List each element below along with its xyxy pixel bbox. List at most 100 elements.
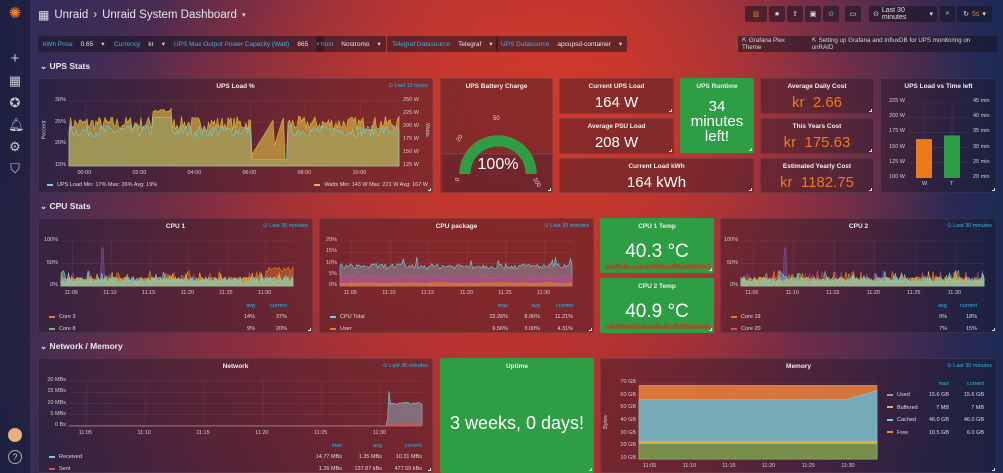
- legend-series[interactable]: Sent: [49, 466, 70, 472]
- resize-handle[interactable]: [749, 188, 752, 191]
- page-title[interactable]: Unraid System Dashboard: [102, 9, 237, 21]
- resize-handle[interactable]: [589, 328, 592, 331]
- resize-handle[interactable]: [669, 109, 672, 112]
- panel-cpu1-temp[interactable]: CPU 1 Temp 40.3 °C: [600, 218, 714, 273]
- panel-cpu1[interactable]: CPU 1 ⊙ Last 30 minutes 100% 50% 0% 11:05 11…: [38, 218, 313, 333]
- plot-area[interactable]: 20% 15% 10% 5% 0% 11:05 11:10 11:15 11:20 11:25 11…: [326, 237, 573, 296]
- legend-watts[interactable]: Watts Min: 143 W Max: 221 W Avg: 167 W: [314, 182, 428, 188]
- share-button[interactable]: ⇪: [787, 6, 803, 22]
- avatar[interactable]: [8, 428, 22, 442]
- resize-handle[interactable]: [428, 188, 431, 191]
- variable-value[interactable]: 0.65: [80, 40, 94, 48]
- legend-series[interactable]: Core 20: [731, 326, 761, 332]
- variable-host[interactable]: host Nostromo ▾: [316, 36, 386, 52]
- refresh-picker[interactable]: ↻ 5s ▾: [957, 6, 992, 22]
- legend-series[interactable]: Received: [49, 454, 82, 460]
- resize-handle[interactable]: [749, 148, 752, 151]
- plot-area[interactable]: 100% 50% 0% 11:05 11:10 11:15 11:20 11:25 11:30: [44, 237, 294, 296]
- add-panel-button[interactable]: ▥: [745, 6, 767, 22]
- legend-series[interactable]: Free: [887, 430, 908, 436]
- grafana-logo-icon[interactable]: ✺: [8, 5, 22, 22]
- bar-T[interactable]: [944, 135, 960, 178]
- dashboards-icon[interactable]: ▦: [8, 73, 22, 88]
- panel-current-load-kwh[interactable]: Current Load kWh 164 kWh: [559, 158, 754, 193]
- resize-handle[interactable]: [992, 328, 995, 331]
- variable-value[interactable]: Nostromo: [341, 40, 370, 48]
- panel-current-ups-load[interactable]: Current UPS Load 164 W: [559, 78, 674, 114]
- panel-cpu-package[interactable]: CPU package ⊙ Last 30 minutes 20% 15% 10% 5…: [319, 218, 594, 333]
- legend-series[interactable]: Core 8: [49, 326, 76, 332]
- resize-handle[interactable]: [589, 468, 592, 471]
- panel-ups-runtime[interactable]: UPS Runtime 34 minutes left!: [680, 78, 754, 153]
- legend-series[interactable]: CPU Total: [330, 314, 365, 320]
- resize-handle[interactable]: [869, 149, 872, 152]
- variable-kwh-price[interactable]: kWh Price 0.65 ▾: [38, 36, 110, 52]
- breadcrumb-separator: ›: [93, 9, 98, 21]
- bell-icon[interactable]: 🔔︎: [8, 117, 25, 132]
- legend-series[interactable]: Cached: [887, 417, 916, 423]
- breadcrumb-parent[interactable]: Unraid: [54, 9, 89, 21]
- resize-handle[interactable]: [992, 468, 995, 471]
- resize-handle[interactable]: [669, 149, 672, 152]
- panel-memory[interactable]: Memory ⊙ Last 30 minutes Bytes 70 GB 60 G…: [600, 358, 997, 473]
- panel-battery-charge[interactable]: UPS Battery Charge 0 20 50 100 100%: [440, 78, 553, 193]
- shield-icon[interactable]: ⛉: [10, 161, 20, 176]
- variable-value[interactable]: Telegraf: [458, 40, 482, 48]
- plot-area[interactable]: 100% 50% 0% 11:05 11:10 11:15 11:20 11:25 11:30: [724, 237, 985, 296]
- resize-handle[interactable]: [709, 268, 712, 271]
- panel-cpu2[interactable]: CPU 2 ⊙ Last 30 minutes 100% 50% 0% 11:05 11…: [720, 218, 997, 333]
- variable-value[interactable]: 865: [297, 40, 309, 48]
- plot-area[interactable]: 70 GB 60 GB 50 GB 40 GB 30 GB 20 GB 10 GB 11:05…: [620, 379, 878, 469]
- row-network-memory[interactable]: ⌄ Network / Memory: [40, 341, 123, 351]
- resize-handle[interactable]: [869, 188, 872, 191]
- settings-button[interactable]: ⚙: [823, 6, 839, 22]
- legend-series[interactable]: User: [330, 326, 352, 332]
- variable-value[interactable]: apcupsd-container: [557, 40, 611, 48]
- star-button[interactable]: ★: [769, 6, 785, 22]
- plot-area[interactable]: 30% 25% 20% 15% 250 W 225 W 200 W 175 W 150 W 125…: [55, 97, 419, 176]
- bar-plot-area[interactable]: 225 W 45 min 200 W 40 min 175 W 35 min 150 W 30…: [889, 98, 989, 187]
- variable-value[interactable]: kr: [148, 40, 154, 48]
- row-ups-stats[interactable]: ⌄ UPS Stats: [40, 61, 91, 71]
- panel-this-years-cost[interactable]: This Years Cost kr 175.63: [760, 118, 874, 154]
- resize-handle[interactable]: [869, 109, 872, 112]
- legend-value: 8.96%: [524, 314, 540, 320]
- resize-handle[interactable]: [308, 328, 311, 331]
- resize-handle[interactable]: [548, 188, 551, 191]
- panel-ups-load-vs-time[interactable]: UPS Load vs Time left 225 W 45 min 200 W 40…: [880, 78, 997, 193]
- panel-cpu2-temp[interactable]: CPU 2 Temp 40.9 °C: [600, 278, 714, 333]
- time-picker[interactable]: ⊙ Last 30 minutes ▾: [869, 6, 937, 22]
- explore-compass-icon[interactable]: ✪: [9, 95, 21, 110]
- variable-ups-max-output[interactable]: UPS Max Output Power Capacity (Watt)865▾: [169, 36, 325, 52]
- zoom-out-button[interactable]: ⌕: [940, 6, 955, 22]
- resize-handle[interactable]: [428, 468, 431, 471]
- gear-icon[interactable]: ⚙: [9, 139, 21, 154]
- help-icon[interactable]: ?: [8, 450, 22, 464]
- panel-network[interactable]: Network ⊙ Last 30 minutes 20 MBs 15 MBs 10…: [38, 358, 433, 473]
- bar-W[interactable]: [916, 139, 932, 178]
- variable-ups-datasource[interactable]: UPS Datasource apcupsd-container ▾: [496, 36, 628, 52]
- legend-series[interactable]: Buffered: [887, 405, 918, 411]
- panel-estimated-yearly-cost[interactable]: Estimated Yearly Cost kr 1182.75: [760, 158, 874, 193]
- panel-ups-load[interactable]: UPS Load % ⊙ Last 12 hours Percent Watts…: [38, 78, 433, 193]
- panel-uptime[interactable]: Uptime 3 weeks, 0 days!: [440, 358, 594, 473]
- row-cpu-stats[interactable]: ⌄ CPU Stats: [40, 201, 91, 211]
- panel-average-daily-cost[interactable]: Average Daily Cost kr 2.66: [760, 78, 874, 114]
- tv-mode-button[interactable]: ▭: [845, 6, 861, 22]
- variable-currency[interactable]: Currency kr ▾: [109, 36, 171, 52]
- link-plex-theme[interactable]: ⇱ Grafana Plex Theme: [742, 37, 786, 51]
- legend-series[interactable]: Core 3: [49, 314, 76, 320]
- plus-icon[interactable]: +: [10, 50, 20, 67]
- legend-ups-load[interactable]: UPS Load Min: 17% Max: 26% Avg: 19%: [47, 182, 157, 188]
- legend-series[interactable]: Core 19: [731, 314, 761, 320]
- panel-average-psu-load[interactable]: Average PSU Load 208 W: [559, 118, 674, 154]
- breadcrumb[interactable]: ▦ Unraid › Unraid System Dashboard ▾: [38, 8, 245, 22]
- link-ups-guide[interactable]: ⇱ Setting up Grafana and InfluxDB for UP…: [811, 37, 971, 51]
- y-tick-label: 10 MBs: [47, 399, 66, 406]
- variable-telegraf-datasource[interactable]: Telegraf Datasource Telegraf ▾: [387, 36, 498, 52]
- resize-handle[interactable]: [992, 188, 995, 191]
- legend-series[interactable]: Used: [887, 392, 910, 398]
- resize-handle[interactable]: [709, 328, 712, 331]
- save-button[interactable]: ▣: [805, 6, 821, 22]
- plot-area[interactable]: 20 MBs 15 MBs 10 MBs 5 MBs 0 Bs 11:05 11:10 11:…: [47, 377, 423, 436]
